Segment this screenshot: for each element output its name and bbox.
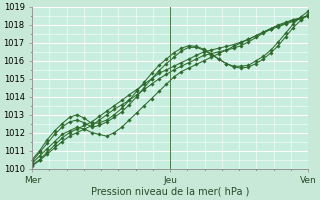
X-axis label: Pression niveau de la mer( hPa ): Pression niveau de la mer( hPa ): [91, 187, 249, 197]
